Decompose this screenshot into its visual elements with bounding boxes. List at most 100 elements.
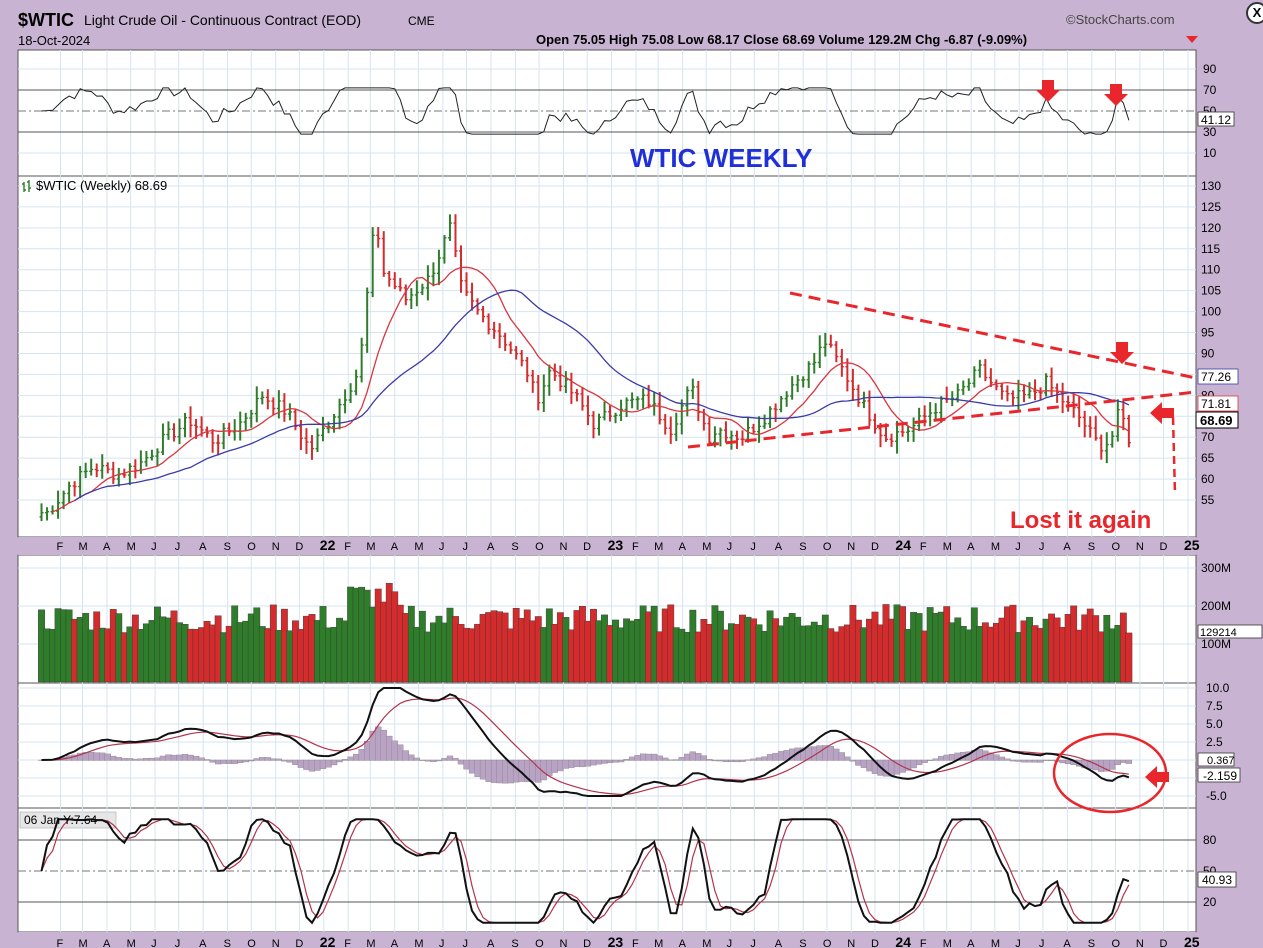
price-tick-label: 120 [1201,221,1221,235]
macd-hist-bar [612,759,619,763]
macd-hist-bar [253,758,260,761]
time-tick-label: D [1160,541,1168,553]
time-tick-label: F [344,541,351,553]
macd-hist-bar [667,759,674,761]
macd-hist-bar [319,759,327,769]
macd-signal-line [41,697,1129,796]
macd-hist-bar [198,757,205,761]
macd-hist-bar [1009,759,1017,762]
watermark: ©StockCharts.com [1066,12,1175,27]
macd-line [41,687,1130,797]
time-tick-label-bottom: N [272,938,280,948]
time-tick-label: M [654,541,663,553]
macd-hist-bar [325,759,332,768]
macd-hist-bar [132,758,139,761]
macd-hist-bar [1004,758,1011,761]
macd-hist-bar [711,759,719,762]
header-ohlc: Open 75.05 High 75.08 Low 68.17 Close 68… [536,32,1028,47]
macd-hist-bar [242,759,249,763]
time-tick-label: A [487,541,495,553]
macd-tick-label: 2.5 [1206,735,1223,749]
macd-hist-bar [408,754,415,761]
macd-hist-bar [860,759,868,768]
macd-hist-bar [441,758,448,761]
macd-hist-bar [237,759,244,764]
rsi-tick-label: 30 [1203,125,1217,139]
time-tick-label-bottom: 23 [608,934,624,948]
panel-bg-1 [17,175,1197,538]
macd-hist-bar [645,753,652,761]
macd-tick-label: 7.5 [1206,699,1223,713]
macd-hist-bar [623,758,630,761]
macd-hist-bar [214,759,222,765]
macd-hist-bar [772,752,779,761]
ma50-value-label: 77.26 [1201,370,1231,384]
time-tick-label-bottom: S [799,938,806,948]
macd-hist-bar [110,755,117,761]
upper-trend-line [789,291,1197,380]
macd-tick-label: 10.0 [1206,681,1230,695]
time-tick-label-bottom: O [1111,938,1120,948]
macd-hist-bar [99,752,106,761]
macd-hist-bar [689,751,696,761]
time-tick-label: O [823,541,832,553]
time-tick-label: J [151,541,157,553]
macd-hist-label: 0.367 [1207,755,1235,767]
macd-hist-bar [838,752,845,761]
price-tick-label: 95 [1201,326,1215,340]
time-tick-label-bottom: 25 [1184,934,1200,948]
price-tick-label: 110 [1201,263,1220,277]
macd-hist-bar [844,756,851,761]
macd-hist-bar [573,759,581,767]
macd-hist-bar [717,759,724,762]
ma-short-line [52,266,1130,513]
time-tick-label-bottom: J [439,938,445,948]
time-tick-label-bottom: A [391,938,399,948]
macd-hist-bar [634,755,641,761]
macd-hist-bar [535,759,542,783]
macd-hist-bar [1059,759,1066,764]
time-tick-label-bottom: D [295,938,303,948]
macd-hist-bar [1020,759,1028,763]
macd-hist-bar [1064,759,1072,765]
time-tick-label-bottom: J [463,938,469,948]
time-tick-label: N [272,541,280,553]
macd-highlight-circle [1052,732,1168,814]
macd-hist-bar [137,758,145,761]
macd-hist-bar [678,757,685,761]
macd-hist-bar [706,759,713,761]
time-tick-label: A [199,541,207,553]
time-tick-label-bottom: D [1160,938,1168,948]
macd-hist-bar [468,759,476,774]
macd-hist-bar [336,759,343,763]
macd-hist-bar [220,759,227,764]
macd-hist-bar [949,753,956,761]
time-tick-label-bottom: O [247,938,256,948]
macd-hist-bar [397,744,404,761]
stoch-tick-label: 20 [1203,895,1217,909]
header-exchange: CME [408,14,435,28]
stoch-info-label: 06 Jan Y:7.64 [24,813,98,827]
macd-hist-bar [927,759,934,761]
macd-hist-bar [993,754,1000,761]
macd-hist-bar [115,757,122,761]
macd-hist-bar [733,759,741,763]
time-tick-label: A [967,541,975,553]
close-icon[interactable]: X [1246,2,1263,24]
macd-hist-bar [435,759,443,762]
header-name: Light Crude Oil - Continuous Contract (E… [84,12,361,28]
macd-hist-bar [606,759,614,764]
macd-hist-bar [915,759,923,766]
time-tick-label-bottom: F [56,938,63,948]
time-tick-label: M [79,541,88,553]
time-tick-label-bottom: A [1063,938,1071,948]
macd-hist-bar [264,757,271,761]
time-tick-label-bottom: S [1088,938,1095,948]
macd-hist-bar [656,755,663,761]
macd-hist-bar [932,758,939,761]
macd-hist-bar [833,748,840,761]
macd-hist-bar [143,758,150,761]
macd-hist-bar [369,730,376,761]
time-tick-label-bottom: J [750,938,756,948]
